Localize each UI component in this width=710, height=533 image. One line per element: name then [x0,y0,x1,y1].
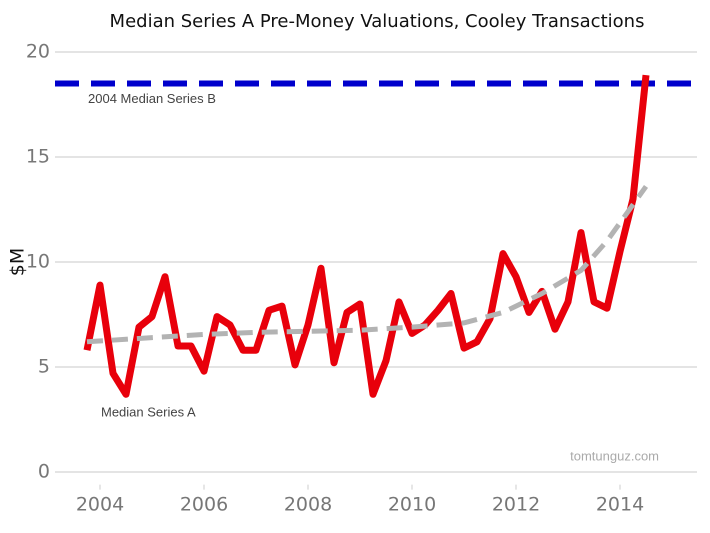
reference-label: 2004 Median Series B [88,91,216,106]
y-tick-label: 15 [26,146,50,168]
series-label: Median Series A [101,404,196,419]
data-line [83,74,650,398]
watermark: tomtunguz.com [570,448,659,463]
y-tick-label: 20 [26,41,50,63]
x-tick-label: 2008 [284,494,332,516]
x-tick-label: 2010 [388,494,436,516]
trend-line [86,184,649,345]
chart-title: Median Series A Pre-Money Valuations, Co… [110,11,645,32]
x-tick-label: 2012 [492,494,540,516]
y-tick-label: 10 [26,251,50,273]
x-tick-label: 2004 [76,494,124,516]
x-tick-label: 2006 [180,494,228,516]
y-tick-label: 0 [38,461,50,483]
y-axis-label: $M [7,248,29,276]
y-tick-label: 5 [38,356,50,378]
x-tick-label: 2014 [596,494,644,516]
